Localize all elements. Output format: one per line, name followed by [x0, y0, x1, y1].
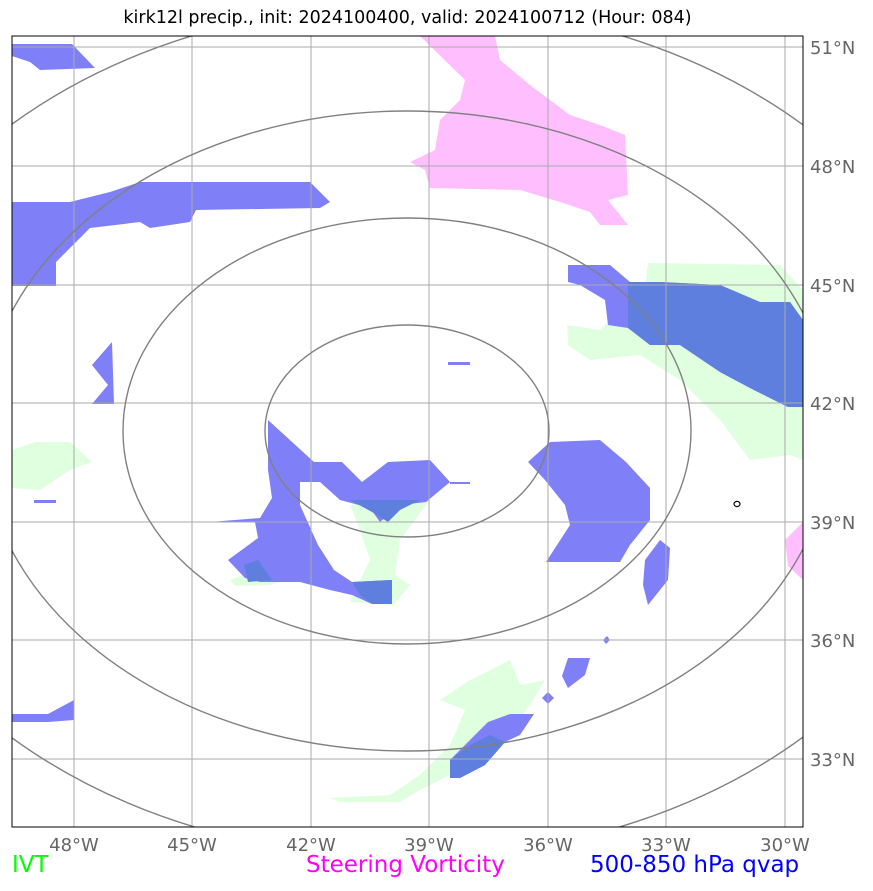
vorticity-area-east [785, 522, 803, 580]
lon-label: 30°W [760, 835, 810, 856]
qvap-area-central-east [528, 440, 650, 562]
lon-label: 48°W [49, 835, 99, 856]
legend-qvap: 500-850 hPa qvap [590, 852, 800, 878]
lon-label: 33°W [641, 835, 691, 856]
vorticity-areas [410, 36, 803, 580]
lat-label: 36°N [810, 631, 855, 652]
qvap-area-nw-band [12, 182, 330, 286]
map-frame [11, 35, 804, 828]
qvap-area-center [210, 420, 450, 604]
qvap-speck-3 [34, 500, 56, 503]
qvap-speck-4 [448, 362, 470, 365]
qvap-area-sw [12, 700, 74, 722]
ivt-area-west [12, 442, 92, 490]
qvap-area-nw-corner [12, 44, 95, 70]
qvap-area-west-small [92, 342, 114, 404]
qvap-area-east-small [643, 540, 670, 605]
ivt-area-south [330, 660, 545, 802]
map-title: kirk12l precip., init: 2024100400, valid… [123, 8, 692, 28]
lat-label: 51°N [810, 38, 855, 59]
overlap-area-center [350, 500, 420, 522]
overlap-area-center-south [352, 580, 392, 604]
legend-steering-vorticity: Steering Vorticity [306, 852, 505, 878]
overlap-area-east [628, 282, 803, 407]
legend-ivt: IVT [12, 852, 49, 878]
range-ring-3 [12, 110, 803, 752]
lat-label: 42°N [810, 394, 855, 415]
range-ring-2 [122, 217, 692, 645]
overlap-area-south [450, 735, 505, 778]
lat-label: 33°N [810, 750, 855, 771]
lon-label: 39°W [404, 835, 454, 856]
qvap-speck-5 [450, 482, 470, 484]
lat-label: 39°N [810, 513, 855, 534]
lon-label: 36°W [523, 835, 573, 856]
overlap-area-small [244, 560, 272, 582]
vorticity-area-north [410, 36, 628, 225]
lat-label: 45°N [810, 276, 855, 297]
qvap-speck-6 [12, 236, 16, 246]
overlap-areas [244, 282, 803, 778]
lon-label: 42°W [286, 835, 336, 856]
lat-label: 48°N [810, 157, 855, 178]
lat-tick-labels: 51°N 48°N 45°N 42°N 39°N 36°N 33°N [810, 38, 855, 771]
ivt-area-center [350, 500, 430, 605]
range-ring-1 [264, 324, 550, 538]
qvap-area-south-small [562, 658, 590, 688]
lon-label: 45°W [167, 835, 217, 856]
lon-tick-labels: 48°W 45°W 42°W 39°W 36°W 33°W 30°W [49, 835, 810, 856]
range-rings [12, 36, 803, 827]
storm-center-marker [733, 500, 741, 508]
gridlines [12, 36, 803, 827]
qvap-areas [12, 44, 803, 778]
